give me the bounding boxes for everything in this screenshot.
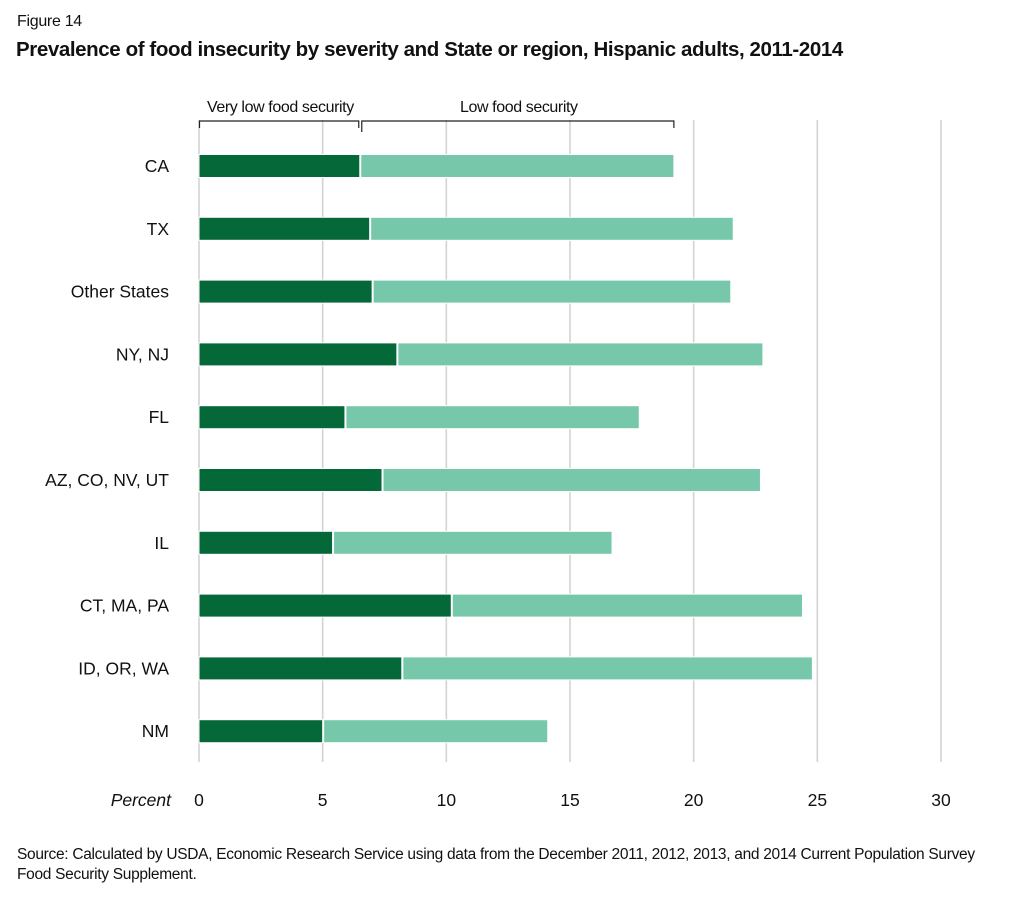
x-tick-label: 30 — [931, 790, 951, 810]
bar-very-low-id-or-wa — [198, 656, 403, 681]
bar-very-low-fl — [198, 405, 346, 430]
bar-very-low-nm — [198, 719, 324, 744]
bar-low-fl — [345, 405, 640, 430]
bars — [198, 154, 813, 744]
bar-low-tx — [370, 216, 734, 241]
legend-bracket-low — [361, 120, 675, 132]
bar-low-nm — [323, 719, 549, 744]
category-label: AZ, CO, NV, UT — [45, 470, 169, 490]
bar-low-ca — [360, 154, 675, 178]
category-label: CA — [145, 156, 170, 176]
legend-bracket-very-low — [198, 120, 360, 128]
bar-low-il — [333, 530, 613, 555]
category-label: NM — [142, 721, 169, 741]
x-tick-label: 25 — [808, 790, 827, 810]
x-tick-labels: 0 5 10 15 20 25 30 — [194, 790, 951, 810]
legend-label-low: Low food security — [460, 99, 578, 116]
bar-very-low-il — [198, 530, 334, 555]
bar-low-other-states — [372, 279, 732, 304]
category-label: TX — [147, 219, 170, 239]
category-labels: CA TX Other States NY, NJ FL AZ, CO, NV, UT IL… — [45, 156, 169, 741]
bar-low-id-or-wa — [402, 656, 813, 681]
chart-title: Prevalence of food insecurity by severit… — [16, 38, 843, 61]
category-label: FL — [149, 407, 170, 427]
category-label: ID, OR, WA — [78, 658, 169, 678]
chart: CA TX Other States NY, NJ FL AZ, CO, NV, UT IL… — [45, 99, 951, 810]
source-note: Source: Calculated by USDA, Economic Res… — [17, 846, 975, 883]
x-tick-label: 0 — [194, 790, 204, 810]
x-tick-label: 15 — [560, 790, 579, 810]
x-tick-label: 20 — [684, 790, 704, 810]
bar-low-ny-nj — [397, 342, 764, 367]
category-label: NY, NJ — [116, 344, 169, 364]
category-label: IL — [154, 533, 169, 553]
bar-very-low-az-co-nv-ut — [198, 468, 383, 492]
bar-low-az-co-nv-ut — [382, 468, 761, 492]
bar-very-low-ct-ma-pa — [198, 593, 452, 618]
legend-brackets: Very low food security Low food security — [198, 99, 675, 132]
x-tick-label: 10 — [437, 790, 457, 810]
bar-very-low-ca — [198, 154, 361, 178]
legend-label-very-low: Very low food security — [207, 99, 354, 116]
bar-very-low-ny-nj — [198, 342, 398, 367]
bar-very-low-other-states — [198, 279, 373, 304]
figure-label: Figure 14 — [17, 13, 82, 30]
x-axis-title: Percent — [111, 790, 172, 810]
category-label: Other States — [71, 282, 169, 302]
x-tick-label: 5 — [318, 790, 328, 810]
bar-very-low-tx — [198, 216, 371, 241]
category-label: CT, MA, PA — [80, 596, 169, 616]
bar-low-ct-ma-pa — [451, 593, 803, 618]
